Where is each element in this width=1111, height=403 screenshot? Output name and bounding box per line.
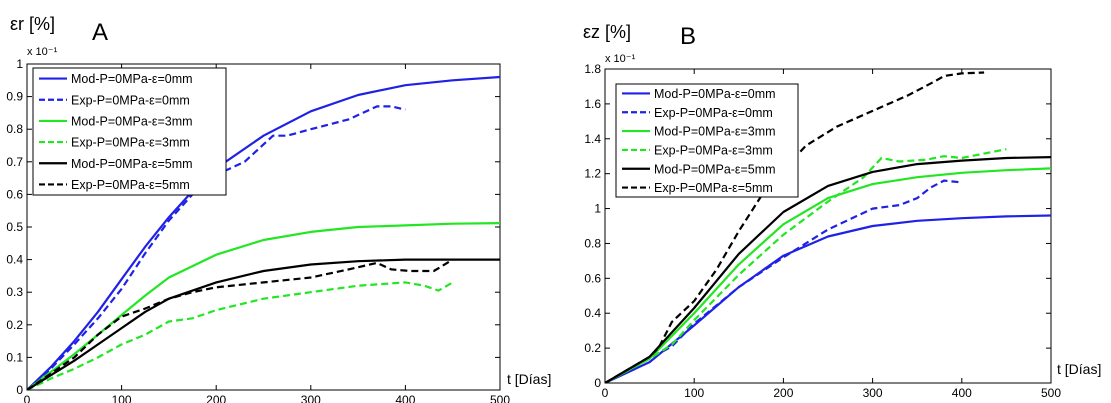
panel-letter: B [680, 23, 696, 50]
legend-entry: Mod-P=0MPa-ε=5mm [71, 157, 193, 171]
legend-entry: Exp-P=0MPa-ε=3mm [654, 143, 773, 157]
y-tick-label: 0.2 [6, 318, 23, 332]
y-tick-label: 0.6 [6, 187, 23, 201]
x-axis-label: t [Días] [1057, 361, 1101, 377]
x-tick-label: 500 [1041, 386, 1061, 400]
legend-entry: Exp-P=0MPa-ε=0mm [654, 106, 773, 120]
legend-entry: Mod-P=0MPa-ε=3mm [71, 114, 193, 128]
y-tick-label: 0.8 [6, 122, 23, 136]
series-line-3 [27, 222, 500, 390]
y-axis-label: εz [%] [583, 22, 631, 42]
x-tick-label: 100 [684, 386, 704, 400]
y-tick-label: 0 [594, 376, 601, 390]
y-tick-label: 0.1 [6, 350, 23, 364]
y-tick-label: 0.2 [584, 341, 601, 355]
x-tick-label: 200 [773, 386, 793, 400]
y-tick-label: 0 [16, 383, 23, 397]
y-tick-label: 1.6 [584, 97, 601, 111]
legend-box [32, 67, 227, 196]
legend-entry: Exp-P=0MPa-ε=5mm [654, 181, 773, 195]
y-tick-label: 0.6 [584, 271, 601, 285]
x-axis-label: t [Días] [507, 371, 551, 387]
y-tick-label: 0.3 [6, 285, 23, 299]
y-tick-label: 0.9 [6, 90, 23, 104]
y-multiplier: x 10⁻¹ [27, 46, 58, 58]
y-tick-label: 1.8 [584, 62, 601, 76]
legend: Mod-P=0MPa-ε=0mm Exp-P=0MPa-ε=0mm Mod-P=0M… [32, 67, 227, 196]
x-tick-label: 200 [206, 393, 226, 403]
series-line-4 [27, 281, 454, 390]
y-tick-label: 0.7 [6, 155, 23, 169]
legend-entry: Mod-P=0MPa-ε=3mm [654, 125, 776, 139]
y-tick-label: 1 [594, 202, 601, 216]
y-tick-label: 0.5 [6, 220, 23, 234]
y-tick-label: 1.2 [584, 167, 601, 181]
plot-frame [604, 68, 1052, 384]
panel-b: 0 0.2 0.4 0.6 0.8 1 1.2 1.4 1.6 1.8 0 100 200 300 400 5… [583, 22, 1101, 400]
y-tick-label: 0.4 [584, 306, 601, 320]
x-tick-label: 0 [24, 393, 31, 403]
series-line-1 [605, 214, 1051, 383]
x-tick-label: 400 [952, 386, 972, 400]
y-tick-label: 0.4 [6, 253, 23, 267]
y-axis-label: εr [%] [10, 14, 55, 34]
y-multiplier: x 10⁻¹ [605, 53, 636, 65]
legend-box [615, 83, 799, 198]
y-tick-label: 0.8 [584, 236, 601, 250]
series-line-4 [605, 148, 1007, 383]
x-tick-label: 0 [602, 386, 609, 400]
legend-entry: Exp-P=0MPa-ε=3mm [71, 136, 190, 150]
x-tick-label: 300 [301, 393, 321, 403]
series-line-6 [27, 258, 454, 390]
x-tick-label: 300 [863, 386, 883, 400]
series-line-3 [605, 167, 1051, 383]
x-tick-label: 400 [395, 393, 415, 403]
x-tick-label: 500 [490, 393, 510, 403]
panel-a: 0 0.1 0.2 0.3 0.4 0.5 0.6 0.7 0.8 0.9 1 0 100 200 300 4… [6, 14, 551, 403]
y-tick-label: 1 [16, 57, 23, 71]
legend-entry: Mod-P=0MPa-ε=0mm [71, 72, 193, 86]
series-line-5 [605, 156, 1051, 383]
series-line-5 [27, 258, 500, 390]
panel-letter: A [92, 19, 108, 46]
legend-entry: Mod-P=0MPa-ε=0mm [654, 87, 776, 101]
series-line-6 [605, 71, 985, 383]
legend-entry: Exp-P=0MPa-ε=5mm [71, 178, 190, 192]
y-tick-label: 1.4 [584, 132, 601, 146]
legend: Mod-P=0MPa-ε=0mm Exp-P=0MPa-ε=0mm Mod-P=0M… [615, 83, 799, 198]
x-tick-label: 100 [112, 393, 132, 403]
legend-entry: Mod-P=0MPa-ε=5mm [654, 162, 776, 176]
legend-entry: Exp-P=0MPa-ε=0mm [71, 93, 190, 107]
